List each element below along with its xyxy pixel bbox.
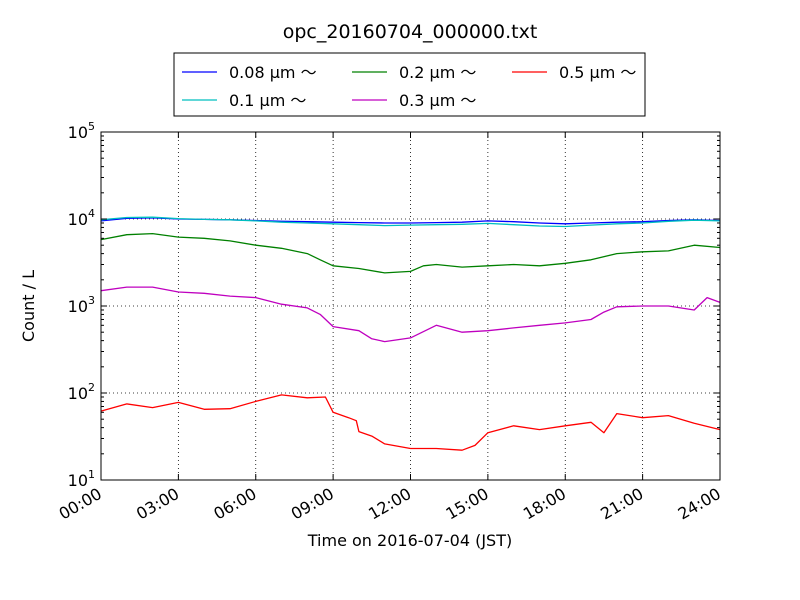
legend-label-4: 0.5 μm ～: [559, 63, 636, 82]
x-tick-label: 03:00: [133, 484, 182, 524]
x-tick-label: 06:00: [210, 484, 259, 524]
y-tick-label: 103: [68, 294, 95, 316]
x-tick-label: 21:00: [597, 484, 646, 524]
y-tick-label: 104: [68, 207, 95, 229]
x-tick-label: 24:00: [675, 484, 724, 524]
legend-label-2: 0.2 μm ～: [399, 63, 476, 82]
chart-title: opc_20160704_000000.txt: [283, 21, 538, 43]
x-tick-label: 09:00: [288, 484, 337, 524]
legend-label-3: 0.3 μm ～: [399, 91, 476, 110]
x-axis-label: Time on 2016-07-04 (JST): [307, 531, 512, 550]
y-tick-label: 105: [68, 120, 95, 142]
series-line-4: [100, 394, 721, 451]
x-tick-labels: 00:00 03:00 06:00 09:00 12:00 15:00 18:00 21:00…: [56, 484, 724, 524]
series-line-1: [100, 216, 721, 228]
legend-label-1: 0.1 μm ～: [229, 91, 306, 110]
y-tick-label: 102: [68, 381, 95, 403]
legend: 0.08 μm ～ 0.1 μm ～ 0.2 μm ～ 0.3 μm ～ 0.5 μm …: [173, 52, 646, 117]
plot-area: [100, 131, 721, 481]
series-line-3: [100, 286, 721, 343]
y-tick-labels: 101 102 103 104 105: [68, 120, 95, 490]
y-tick-label: 101: [68, 468, 95, 490]
x-tick-label: 15:00: [442, 484, 491, 524]
series-line-2: [100, 232, 721, 274]
series-layer: [100, 216, 721, 451]
plot-frame: [100, 131, 721, 481]
legend-label-0: 0.08 μm ～: [229, 63, 317, 82]
plot-background: [101, 132, 720, 480]
x-tick-label: 18:00: [520, 484, 569, 524]
y-axis-label: Count / L: [19, 270, 38, 342]
legend-box: [173, 52, 646, 117]
x-tick-label: 12:00: [365, 484, 414, 524]
